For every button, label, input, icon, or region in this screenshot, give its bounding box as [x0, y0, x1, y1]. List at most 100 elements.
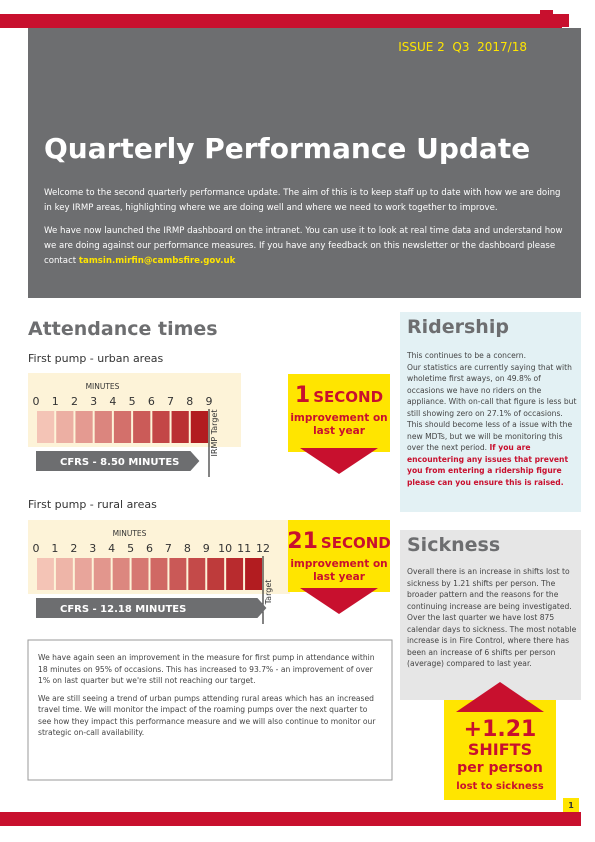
minute-block [188, 558, 206, 590]
minute-block [131, 558, 149, 590]
minute-block [37, 411, 55, 443]
contact-link[interactable]: tamsin.mirfin@cambsfire.gov.uk [78, 256, 236, 266]
callout: 21 SECOND improvement on last year [288, 520, 390, 614]
page-number: 1 [568, 801, 574, 810]
value-label: CFRS - 12.18 MINUTES [60, 604, 186, 615]
axis-label: MINUTES [113, 529, 147, 538]
summary-box [27, 639, 393, 781]
tick-label: 0 [33, 395, 40, 408]
callout-text: improvement on last year [290, 412, 387, 437]
sickness-callout: +1.21 SHIFTS per person lost to sickness [444, 682, 556, 800]
tick-label: 11 [237, 542, 251, 555]
minute-block [150, 558, 168, 590]
intro-text: We have now launched the IRMP dashboard … [44, 226, 563, 266]
callout-arrow [300, 588, 378, 614]
target-label: Target [264, 580, 273, 606]
tick-label: 6 [146, 542, 153, 555]
summary: We have again seen an improvement in the… [38, 652, 382, 745]
tick-label: 3 [90, 395, 97, 408]
tick-label: 4 [109, 395, 116, 408]
callout-unit: SECOND [321, 534, 390, 552]
callout-text: lost to sickness [456, 781, 543, 792]
tick-label: 6 [148, 395, 155, 408]
tick-label: 7 [165, 542, 172, 555]
value-label: CFRS - 8.50 MINUTES [60, 457, 179, 468]
issue: ISSUE 2 Q3 2017/18 [398, 40, 527, 54]
callout-box [288, 374, 390, 452]
sickness-box [400, 530, 581, 700]
callout-arrow [300, 448, 378, 474]
minute-block [113, 411, 132, 443]
tick-label: 8 [186, 395, 193, 408]
sickness-text: Overall there is an increase in shifts l… [407, 566, 577, 676]
value-arrow [36, 451, 200, 471]
chart-label: First pump - rural areas [28, 498, 157, 511]
minute-block [93, 558, 111, 590]
tick-label: 10 [218, 542, 232, 555]
square [540, 10, 553, 23]
callout-text: per person [457, 760, 543, 776]
square [556, 14, 569, 27]
tick-label: 0 [33, 542, 40, 555]
minute-block [207, 558, 225, 590]
minute-block [133, 411, 151, 443]
tick-label: 5 [129, 395, 136, 408]
intro: Welcome to the second quarterly performa… [44, 186, 564, 277]
ridership-highlight: If you are encountering any issues that … [407, 443, 569, 487]
target-label: IRMP Target [210, 410, 219, 457]
callout-number: 21 [288, 529, 318, 554]
tick-label: 12 [256, 542, 270, 555]
minute-block [152, 411, 170, 443]
minute-block [245, 558, 262, 590]
tick-label: 9 [203, 542, 210, 555]
ridership-text: This continues to be a concern. Our stat… [407, 350, 577, 494]
tick-label: 5 [127, 542, 134, 555]
callout-headline: 1 SECOND [295, 383, 383, 408]
callout-number: +1.21 [464, 717, 537, 742]
page-title: Quarterly Performance Update [44, 132, 531, 165]
tick-label: 7 [167, 395, 174, 408]
chart-label: First pump - urban areas [28, 352, 164, 365]
minute-block [56, 411, 74, 443]
tick-label: 1 [52, 395, 59, 408]
callout-number: 1 [295, 383, 310, 408]
summary-paragraph: We have again seen an improvement in the… [38, 653, 375, 685]
section-title: Sickness [407, 534, 501, 556]
tick-label: 4 [108, 542, 115, 555]
intro-paragraph: We have now launched the IRMP dashboard … [44, 224, 564, 269]
time-scale: MINUTES 0 1 2 3 4 5 6 7 8 9 IRMP Target CFRS - 8.50 … [28, 373, 241, 477]
intro-paragraph: Welcome to the second quarterly performa… [44, 188, 561, 213]
callout-unit: SECOND [313, 388, 383, 406]
callout-headline: 21 SECOND [288, 529, 390, 554]
minute-block [190, 411, 208, 443]
ridership-text: Our statistics are currently saying that… [407, 362, 577, 453]
callout-arrow [456, 682, 544, 712]
header-box [28, 28, 581, 298]
ridership-box [400, 312, 581, 512]
tick-label: 3 [89, 542, 96, 555]
tick-label: 9 [206, 395, 213, 408]
top-band [0, 14, 562, 28]
section-title: Attendance times [28, 318, 218, 340]
axis-label: MINUTES [86, 382, 120, 391]
bottom-band [0, 812, 581, 826]
section-title: Ridership [407, 316, 509, 338]
tick-label: 2 [70, 542, 77, 555]
minute-block [74, 558, 92, 590]
value-arrow [36, 598, 267, 618]
tick-label: 1 [51, 542, 58, 555]
minute-block [169, 558, 187, 590]
minute-block [75, 411, 93, 443]
callout-unit: SHIFTS [468, 740, 532, 759]
callout-box [288, 520, 390, 592]
callout-box [444, 700, 556, 800]
minute-block [37, 558, 54, 590]
sickness-body: Overall there is an increase in shifts l… [407, 567, 577, 668]
minute-block [55, 558, 73, 590]
ridership-body: Our statistics are currently saying that… [407, 362, 577, 489]
tick-label: 8 [184, 542, 191, 555]
callout-text: improvement on last year [290, 558, 387, 583]
